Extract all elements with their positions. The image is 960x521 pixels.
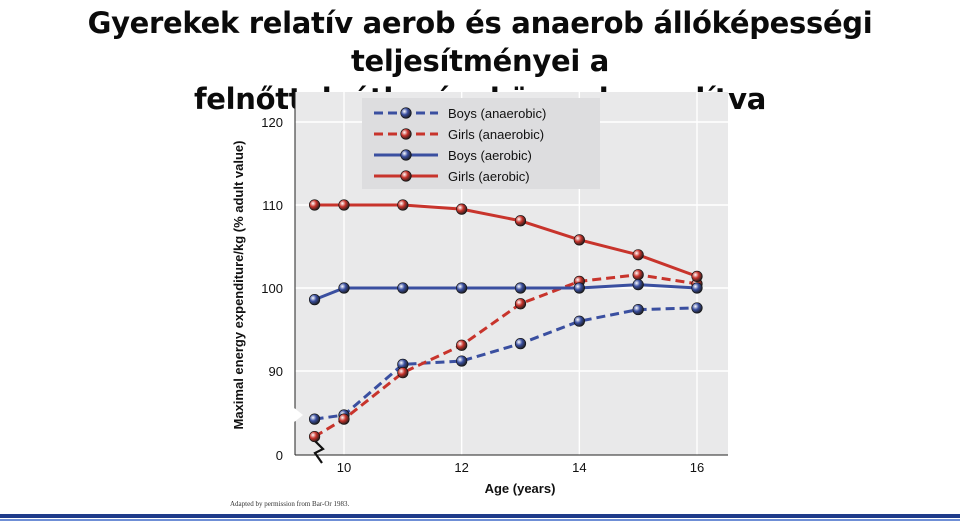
data-point — [632, 249, 644, 261]
y-tick-label-zero: 0 — [276, 448, 283, 463]
data-point — [514, 282, 527, 294]
data-point — [573, 315, 585, 327]
data-point — [632, 303, 644, 316]
data-point — [338, 199, 350, 211]
data-point — [691, 302, 703, 314]
y-tick-label: 90 — [269, 364, 283, 379]
legend-entry: Girls (aerobic) — [448, 169, 530, 184]
data-point — [397, 199, 409, 211]
axis-break-mark — [313, 440, 325, 464]
legend-entry: Boys (aerobic) — [448, 148, 532, 163]
data-point — [397, 282, 409, 294]
x-tick-label: 12 — [454, 460, 468, 475]
data-point — [338, 282, 350, 294]
data-point — [456, 339, 468, 351]
data-point — [691, 282, 703, 294]
y-tick-label: 120 — [261, 115, 283, 130]
data-point — [456, 355, 468, 367]
legend-swatch-marker — [400, 128, 412, 140]
data-point — [308, 294, 321, 306]
y-tick-label: 100 — [261, 281, 283, 296]
data-point — [691, 270, 703, 282]
data-point — [514, 215, 527, 227]
data-point — [573, 282, 585, 294]
data-point — [338, 413, 350, 425]
legend-entry: Girls (anaerobic) — [448, 127, 544, 142]
title-line-1: Gyerekek relatív aerob és anaerob állóké… — [87, 6, 873, 78]
data-point — [308, 430, 321, 443]
axis-break-gap — [293, 407, 303, 423]
data-point — [456, 203, 468, 215]
data-point — [514, 338, 527, 350]
credit-note: Adapted by permission from Bar-Or 1983. — [230, 500, 350, 508]
data-point — [308, 199, 321, 211]
data-point — [632, 279, 644, 291]
y-tick-label: 110 — [262, 198, 283, 213]
series-line-1 — [313, 273, 698, 438]
data-point — [573, 234, 585, 246]
y-axis-title: Maximal energy expenditure/kg (% adult v… — [231, 141, 246, 430]
legend-swatch-marker — [400, 149, 412, 161]
series-line-3 — [314, 203, 698, 278]
legend-swatch-marker — [400, 107, 412, 119]
data-point — [632, 269, 644, 281]
data-point — [397, 367, 409, 379]
footer-bar — [0, 514, 960, 518]
footer-bar-accent — [0, 519, 960, 521]
x-tick-label: 16 — [690, 460, 704, 475]
series-line-0 — [314, 306, 698, 421]
series-line-2 — [314, 283, 698, 302]
x-tick-label: 10 — [337, 460, 351, 475]
legend-entry: Boys (anaerobic) — [448, 106, 546, 121]
data-point — [514, 298, 527, 310]
data-point — [308, 413, 321, 425]
x-tick-label: 14 — [572, 460, 586, 475]
x-axis-title: Age (years) — [485, 481, 556, 496]
legend-swatch-marker — [400, 170, 412, 182]
data-point — [456, 282, 468, 294]
